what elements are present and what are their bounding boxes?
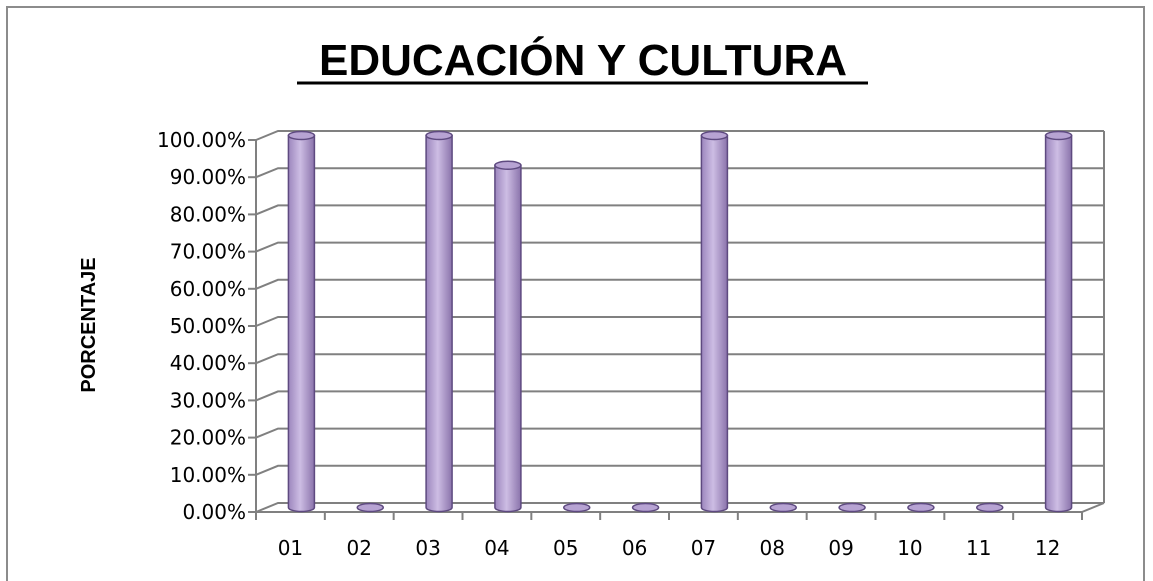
- chart-title: EDUCACIÓN Y CULTURA: [319, 35, 847, 85]
- bar: [356, 502, 384, 513]
- bar: [769, 502, 797, 513]
- gridline: [255, 502, 1104, 513]
- bar-cap: [769, 502, 797, 513]
- bar-body: [700, 134, 729, 513]
- y-tick-label: 60.00%: [170, 277, 246, 301]
- gridline: [255, 353, 1104, 365]
- y-tick-label: 50.00%: [170, 314, 246, 338]
- bar-body: [494, 164, 522, 513]
- bar: [907, 502, 935, 513]
- bar: [287, 130, 316, 513]
- y-tick-label: 30.00%: [170, 388, 246, 412]
- x-tick-label: 09: [828, 536, 853, 560]
- bar-cap: [631, 502, 660, 513]
- y-tick-label: 70.00%: [170, 240, 246, 264]
- bar-cap: [425, 130, 453, 141]
- bar-cap: [838, 502, 866, 513]
- gridline: [255, 316, 1104, 327]
- bar: [494, 160, 522, 513]
- bar: [838, 502, 866, 513]
- y-tick-label: 20.00%: [170, 426, 246, 450]
- bar: [700, 130, 729, 513]
- x-tick-label: 04: [484, 536, 509, 560]
- chart-frame: [6, 6, 1145, 581]
- bar-cap: [907, 502, 935, 513]
- gridline: [255, 241, 1104, 253]
- x-tick-label: 07: [691, 536, 716, 560]
- gridline: [255, 464, 1104, 476]
- x-tick-label: 11: [966, 536, 991, 560]
- x-tick-label: 10: [897, 536, 922, 560]
- y-tick-label: 10.00%: [170, 463, 246, 487]
- bar: [631, 502, 660, 513]
- gridline: [255, 204, 1104, 216]
- x-tick-label: 08: [760, 536, 785, 560]
- x-tick-label: 02: [347, 536, 372, 560]
- bar-body: [1044, 134, 1073, 513]
- y-tick-label: 100.00%: [157, 128, 246, 152]
- y-tick-label: 40.00%: [170, 351, 246, 375]
- gridline: [255, 390, 1104, 402]
- bar-cap: [287, 130, 316, 141]
- x-tick-label: 03: [415, 536, 440, 560]
- y-tick-label: 80.00%: [170, 202, 246, 226]
- x-tick-label: 06: [622, 536, 647, 560]
- gridline: [255, 278, 1104, 290]
- y-tick-label: 90.00%: [170, 165, 246, 189]
- bar-cap: [356, 502, 384, 513]
- bar-body: [425, 134, 453, 513]
- x-tick-label: 01: [278, 536, 303, 560]
- bar-cap: [494, 160, 522, 171]
- bar: [1044, 130, 1073, 513]
- y-tick-label: 0.00%: [182, 500, 246, 524]
- bar-cap: [700, 130, 729, 141]
- floor-edge: [1081, 502, 1105, 513]
- x-tick-label: 05: [553, 536, 578, 560]
- x-tick-label: 12: [1035, 536, 1060, 560]
- gridline: [255, 167, 1104, 179]
- bar: [563, 502, 591, 513]
- bar: [976, 502, 1004, 513]
- gridline: [255, 427, 1104, 439]
- gridline: [255, 130, 1104, 141]
- bar: [425, 130, 453, 513]
- bar-cap: [976, 502, 1004, 513]
- bar-cap: [563, 502, 591, 513]
- bar-body: [287, 134, 316, 513]
- y-axis-label: PORCENTAJE: [78, 257, 100, 392]
- bar-cap: [1044, 130, 1073, 141]
